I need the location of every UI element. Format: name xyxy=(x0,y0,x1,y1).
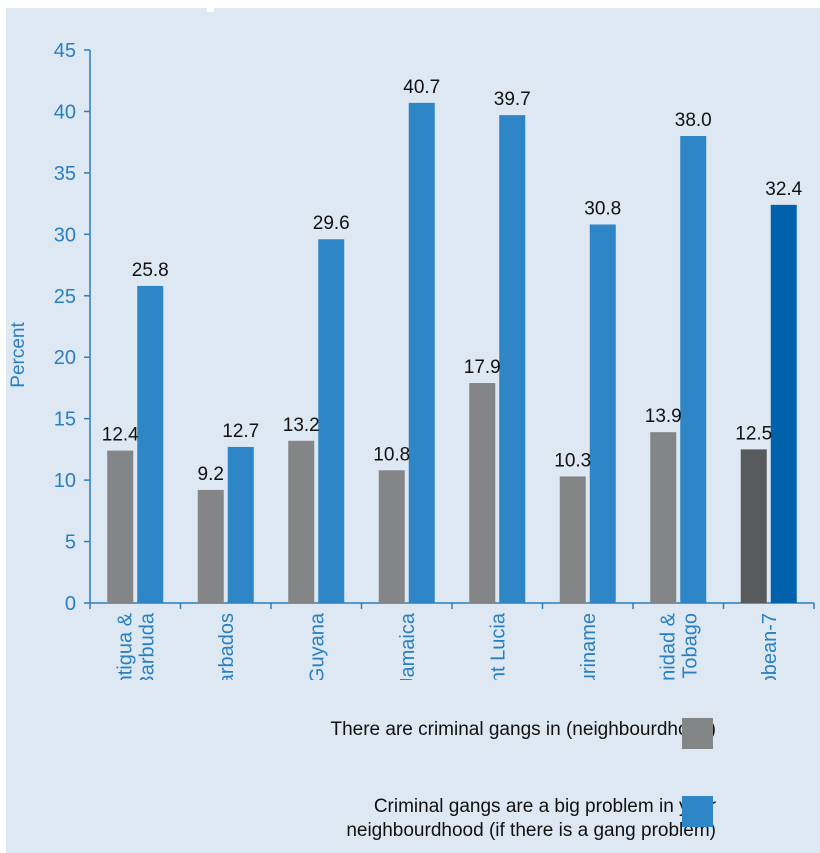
legend-label-criminal-gangs: There are criminal gangs in (neighbourdh… xyxy=(330,719,716,740)
legend-swatch-gray xyxy=(682,718,713,749)
y-tick-label: 40 xyxy=(54,101,76,123)
bar-big-problem xyxy=(770,204,797,603)
y-tick-label: 35 xyxy=(54,163,76,185)
bar-chart: 0 5 10 15 20 25 30 35 40 45 12.4 25.8 9.2 12.7 13.2 29… xyxy=(8,40,815,680)
category-label-line: Caribbean-7 xyxy=(759,613,781,680)
category-label: Trinidad &Tobago xyxy=(657,612,701,680)
category-label-line: Guyana xyxy=(306,612,328,680)
y-axis-label: Percent xyxy=(8,322,29,388)
bar-big-problem xyxy=(589,224,616,603)
category-label: Caribbean-7 xyxy=(759,613,781,680)
category-label: Guyana xyxy=(306,612,328,680)
bar-big-problem xyxy=(137,285,164,603)
category-label: Suriname xyxy=(578,613,600,680)
data-label-gangs-present: 12.5 xyxy=(735,423,772,444)
category-label-line: Antigua & xyxy=(114,612,136,680)
bar-big-problem xyxy=(318,239,345,603)
legend-label-big-problem-line1: Criminal gangs are a big problem in your xyxy=(373,796,716,817)
category-label-line: Tobago xyxy=(679,613,701,679)
category-label-line: Trinidad & xyxy=(657,612,679,680)
bar-big-problem xyxy=(499,115,526,604)
data-label-gangs-present: 13.9 xyxy=(645,406,682,427)
category-label-line: Barbados xyxy=(216,613,238,680)
category-label: Saint Lucia xyxy=(487,612,509,680)
data-labels: 12.4 25.8 9.2 12.7 13.2 29.6 10.8 40.7 17.9 39.7 1… xyxy=(102,77,803,485)
category-label-line: Barbuda xyxy=(136,612,158,680)
legend-swatch-blue xyxy=(682,796,713,827)
data-label-big-problem: 29.6 xyxy=(313,213,350,234)
bar-big-problem xyxy=(227,446,254,603)
category-label-line: Saint Lucia xyxy=(487,612,509,680)
y-tick-label: 20 xyxy=(54,347,76,369)
data-label-big-problem: 12.7 xyxy=(222,421,259,442)
data-label-gangs-present: 10.8 xyxy=(373,444,410,465)
y-tick-label: 15 xyxy=(54,409,76,431)
bar-gangs-present xyxy=(650,432,677,603)
y-tick-label: 0 xyxy=(65,593,76,615)
category-label: Antigua &Barbuda xyxy=(114,612,158,680)
bar-gangs-present xyxy=(469,383,496,603)
y-axis: 0 5 10 15 20 25 30 35 40 45 xyxy=(54,40,91,615)
legend-label-big-problem-line2: neighbourdhood (if there is a gang probl… xyxy=(346,820,716,841)
y-tick-label: 45 xyxy=(54,40,76,62)
data-label-big-problem: 39.7 xyxy=(494,89,531,110)
category-label: Barbados xyxy=(216,613,238,680)
bar-gangs-present xyxy=(288,440,315,603)
data-label-gangs-present: 9.2 xyxy=(198,464,224,485)
y-tick-label: 25 xyxy=(54,286,76,308)
y-tick-label: 10 xyxy=(54,470,76,492)
y-tick-label: 5 xyxy=(65,532,76,554)
category-label-line: Jamaica xyxy=(397,612,419,680)
bars xyxy=(107,102,797,604)
bar-gangs-present xyxy=(559,476,586,603)
category-label: Jamaica xyxy=(397,612,419,680)
y-tick-label: 30 xyxy=(54,224,76,246)
data-label-gangs-present: 13.2 xyxy=(283,415,320,436)
data-label-big-problem: 38.0 xyxy=(675,110,712,131)
bar-gangs-present xyxy=(378,470,405,603)
data-label-gangs-present: 10.3 xyxy=(554,450,591,471)
data-label-big-problem: 25.8 xyxy=(132,260,169,281)
data-label-gangs-present: 12.4 xyxy=(102,425,139,446)
bar-gangs-present xyxy=(197,489,224,603)
data-label-gangs-present: 17.9 xyxy=(464,357,501,378)
panel-notch xyxy=(207,0,214,12)
bar-big-problem xyxy=(408,102,435,603)
data-label-big-problem: 30.8 xyxy=(584,199,621,220)
category-label-line: Suriname xyxy=(578,613,600,680)
data-label-big-problem: 32.4 xyxy=(765,179,802,200)
data-label-big-problem: 40.7 xyxy=(403,77,440,98)
bar-big-problem xyxy=(680,136,707,603)
category-labels: Antigua &Barbuda Barbados Guyana Jamaica Sai… xyxy=(114,612,781,680)
bar-gangs-present xyxy=(740,449,767,603)
legend-item-big-problem: Criminal gangs are a big problem in your… xyxy=(346,795,716,843)
bar-gangs-present xyxy=(107,450,134,603)
legend-item-criminal-gangs: There are criminal gangs in (neighbourdh… xyxy=(330,718,716,742)
x-axis xyxy=(89,602,815,609)
